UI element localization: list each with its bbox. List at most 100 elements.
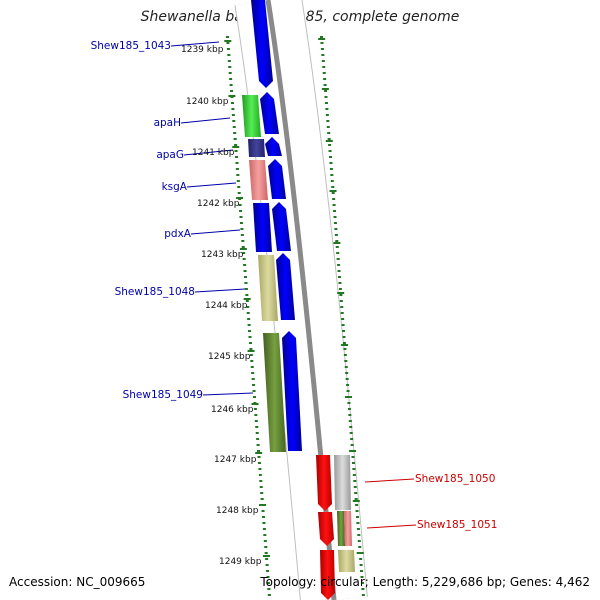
tick-dot [262,528,266,530]
tick-dot [330,180,334,182]
tick-dot [242,252,246,254]
tick-dot [239,210,243,212]
feature-cds-shew185-1049[interactable] [282,331,302,451]
tick-dot [338,276,341,278]
label-connector [186,182,237,188]
tick-marks [224,36,365,596]
gene-label[interactable]: ksgA [162,181,188,193]
gene-labels[interactable]: Shew185_1043 apaH apaG ksgA pdxA Shew185_1048… [91,40,498,531]
tick-dot [344,366,348,368]
tick-dot [353,486,357,488]
tick-dot [236,180,240,182]
feature-gene-shew185-1048[interactable] [258,255,278,321]
tick-dot [238,204,242,206]
tick-dot [347,402,351,404]
gene-label[interactable]: apaG [156,149,184,161]
gene-label[interactable]: Shew185_1049 [123,389,203,401]
tick-dot [247,324,251,326]
feature-cds-apag[interactable] [265,137,282,156]
feature-gene-apah[interactable] [242,95,261,137]
tick-dot [228,66,232,68]
feature-cds-shew185-1048[interactable] [276,253,295,320]
tick-dot [245,300,249,302]
tick-dot [232,126,236,128]
tick-major [337,292,345,294]
tick-dot [254,420,258,422]
tick-major [259,504,267,506]
feature-cds-pdxa[interactable] [272,202,291,251]
feature-gene-shew185-1051-b[interactable] [344,511,352,546]
gene-label[interactable]: apaH [154,117,181,129]
tick-dot [265,564,269,566]
tick-dot [341,324,345,326]
tick-major [262,555,270,557]
tick-dot [346,384,350,386]
gene-features[interactable] [242,0,355,600]
tick-dot [227,60,231,62]
feature-cds-apah[interactable] [260,92,279,134]
gene-label[interactable]: Shew185_1051 [417,519,497,531]
tick-major [321,88,329,90]
feature-gene-ksga[interactable] [249,160,268,200]
tick-dot [354,498,358,500]
tick-dot [252,390,256,392]
tick-dot [329,156,332,158]
feature-gene-pdxa[interactable] [253,203,272,252]
gene-label[interactable]: Shew185_1043 [91,40,171,52]
scale-label: 1249 kbp [219,557,262,567]
tick-dot [333,216,337,218]
tick-dot [257,450,261,452]
feature-cds-shew185-1043[interactable] [251,0,273,88]
feature-gene-shew185-1049[interactable] [263,333,286,452]
tick-dot [243,264,247,266]
tick-dot [246,306,250,308]
scale-label: 1245 kbp [208,352,251,362]
tick-dot [241,246,245,248]
tick-dot [334,234,338,236]
tick-dot [326,126,330,128]
tick-dot [351,456,355,458]
tick-dot [266,570,270,572]
tick-dot [342,342,346,344]
gene-label[interactable]: Shew185_1048 [115,286,195,298]
label-connector [170,41,220,47]
tick-dot [324,102,328,104]
tick-dot [325,108,329,110]
feature-cds-next[interactable] [320,550,335,600]
tick-dot [331,192,335,194]
tick-dot [260,492,264,494]
tick-dot [345,378,349,380]
tick-dot [256,444,260,446]
tick-dot [245,294,249,296]
feature-cds-ksga[interactable] [268,159,286,199]
tick-major [239,248,247,250]
tick-dot [249,354,253,356]
tick-dot [264,546,268,548]
tick-dot [227,54,231,56]
scale-label: 1239 kbp [181,45,224,55]
feature-gene-shew185-1051-a[interactable] [337,511,345,546]
tick-major [352,500,360,502]
tick-major [318,38,326,40]
gene-label[interactable]: Shew185_1050 [415,473,495,485]
feature-gene-next[interactable] [338,550,355,572]
feature-cds-shew185-1051[interactable] [318,512,334,546]
tick-major [325,140,333,142]
tick-dot [329,162,333,164]
feature-gene-shew185-1050[interactable] [334,455,351,510]
tick-dot [352,468,356,470]
tick-dot [336,252,340,254]
feature-gene-apag[interactable] [248,139,265,157]
tick-dot [229,84,233,86]
tick-dot [348,420,352,422]
gene-label[interactable]: pdxA [164,228,192,240]
tick-dot [332,204,336,206]
tick-dot [257,456,261,458]
tick-dot [344,360,348,362]
tick-dot [244,282,248,284]
tick-dot [326,120,330,122]
tick-major [243,298,251,300]
feature-cds-shew185-1050[interactable] [316,455,332,511]
tick-dot [354,492,358,494]
